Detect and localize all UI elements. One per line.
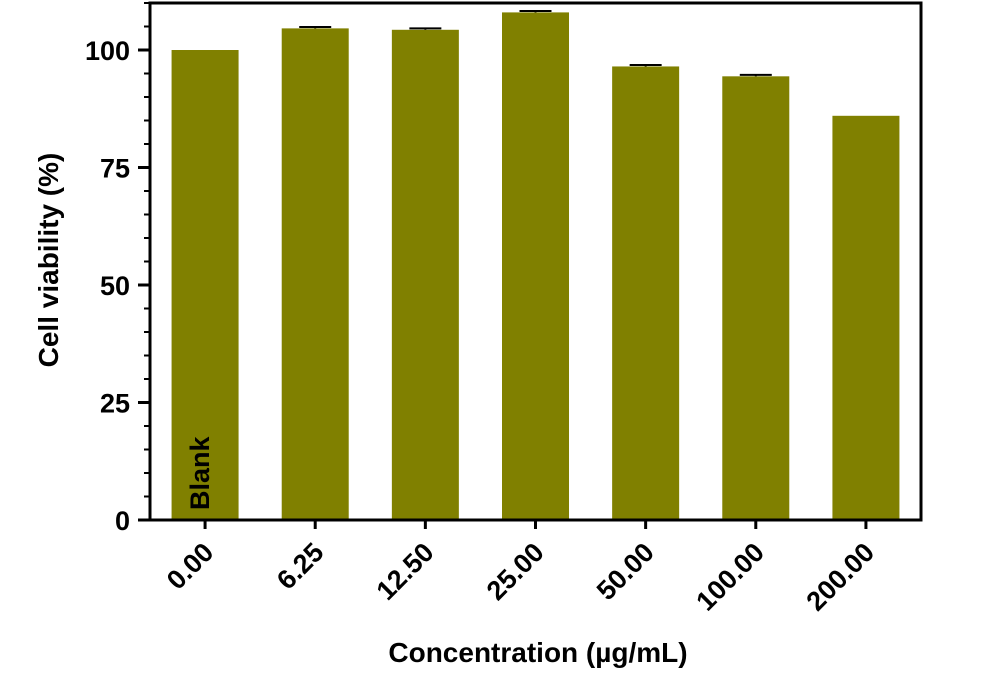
bar-50.00 xyxy=(612,66,680,520)
x-tick-label-200.00: 200.00 xyxy=(801,537,881,617)
plot-frame xyxy=(148,1,923,522)
x-tick-label-12.50: 12.50 xyxy=(371,537,440,606)
bar-6.25 xyxy=(281,28,349,520)
y-tick-label-25: 25 xyxy=(100,389,130,419)
y-tick-label-0: 0 xyxy=(115,506,130,536)
bar-0.00 xyxy=(171,50,239,520)
x-tick-label-6.25: 6.25 xyxy=(271,537,329,595)
x-tick-label-25.00: 25.00 xyxy=(481,537,550,606)
bar-12.50 xyxy=(391,29,459,520)
y-tick-label-100: 100 xyxy=(85,36,130,66)
y-axis-label: Cell viability (%) xyxy=(33,153,64,368)
bar-200.00 xyxy=(832,115,900,521)
x-tick-label-0.00: 0.00 xyxy=(161,537,219,595)
bar-25.00 xyxy=(502,12,569,521)
bar-annotation-blank: Blank xyxy=(185,435,215,510)
y-tick-label-50: 50 xyxy=(100,271,130,301)
x-tick-label-100.00: 100.00 xyxy=(690,537,770,617)
y-tick-label-75: 75 xyxy=(100,154,130,184)
x-axis-label: Concentration (µg/mL) xyxy=(388,637,687,668)
x-tick-label-50.00: 50.00 xyxy=(591,537,660,606)
bar-100.00 xyxy=(722,76,790,520)
